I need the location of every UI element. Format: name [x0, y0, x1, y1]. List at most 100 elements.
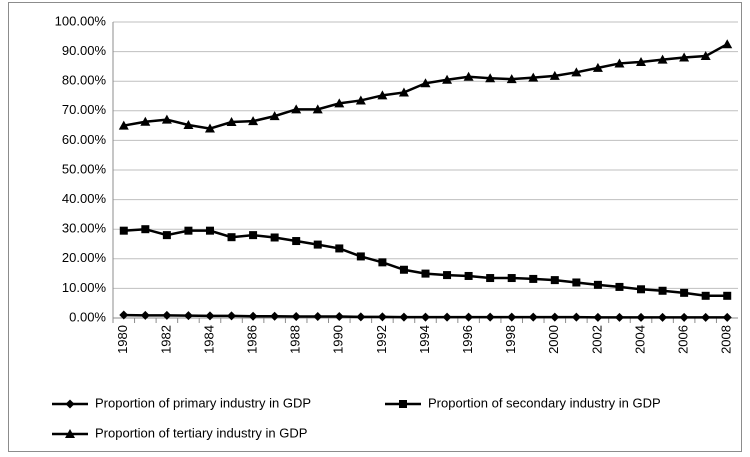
y-tick-label: 30.00% — [62, 221, 107, 236]
marker-triangle — [420, 78, 431, 88]
x-tick-label: 1986 — [245, 325, 260, 354]
y-tick-label: 90.00% — [62, 43, 107, 58]
marker-square — [378, 258, 387, 267]
marker-square — [615, 282, 624, 291]
marker-square — [464, 271, 473, 280]
marker-triangle — [398, 87, 409, 97]
marker-triangle — [226, 117, 237, 127]
marker-square — [249, 231, 258, 240]
marker-triangle — [183, 120, 194, 130]
marker-square — [399, 400, 407, 408]
marker-triangle — [528, 72, 539, 82]
y-tick-label: 50.00% — [62, 161, 107, 176]
marker-diamond — [356, 312, 366, 322]
marker-square — [184, 226, 193, 235]
marker-diamond — [183, 311, 193, 321]
marker-diamond — [399, 312, 409, 322]
marker-diamond — [421, 312, 430, 322]
legend-label: Proportion of secondary industry in GDP — [428, 395, 661, 410]
marker-square — [507, 274, 516, 283]
x-tick-label: 1988 — [288, 325, 303, 354]
marker-square — [421, 269, 430, 278]
marker-triangle — [636, 56, 647, 66]
marker-triangle — [442, 74, 453, 84]
marker-square — [723, 291, 732, 300]
marker-triangle — [463, 71, 474, 81]
marker-square — [572, 278, 581, 287]
marker-diamond — [248, 311, 258, 321]
marker-diamond — [442, 312, 452, 322]
marker-triangle — [485, 73, 496, 83]
marker-triangle — [248, 116, 259, 126]
marker-diamond — [614, 312, 624, 322]
marker-triangle — [118, 120, 129, 130]
y-tick-label: 20.00% — [62, 250, 107, 265]
x-tick-label: 1982 — [158, 325, 173, 354]
marker-square — [443, 271, 452, 280]
marker-triangle — [571, 67, 582, 77]
marker-diamond — [528, 312, 538, 322]
y-tick-label: 10.00% — [62, 280, 107, 295]
marker-square — [141, 225, 150, 234]
marker-diamond — [636, 312, 646, 322]
marker-square — [399, 265, 408, 274]
x-tick-label: 1980 — [115, 325, 130, 354]
y-tick-label: 0.00% — [69, 309, 106, 324]
marker-triangle — [377, 90, 388, 100]
marker-square — [593, 280, 602, 289]
marker-diamond — [722, 312, 732, 322]
marker-diamond — [571, 312, 581, 322]
marker-diamond — [162, 310, 172, 320]
x-tick-label: 1990 — [331, 325, 346, 354]
y-tick-label: 70.00% — [62, 102, 107, 117]
marker-square — [356, 252, 365, 261]
marker-square — [658, 286, 667, 295]
legend-label: Proportion of tertiary industry in GDP — [95, 425, 307, 440]
marker-triangle — [549, 70, 560, 80]
marker-square — [162, 231, 171, 240]
marker-square — [270, 233, 279, 242]
marker-square — [680, 288, 689, 297]
marker-square — [205, 226, 214, 235]
marker-diamond — [291, 312, 301, 322]
marker-square — [119, 226, 128, 235]
legend-label: Proportion of primary industry in GDP — [95, 395, 311, 410]
marker-diamond — [227, 311, 237, 321]
marker-triangle — [269, 111, 280, 121]
marker-triangle — [506, 74, 517, 84]
marker-square — [313, 240, 322, 249]
marker-square — [292, 237, 301, 246]
marker-triangle — [334, 98, 345, 108]
x-tick-label: 2002 — [589, 325, 604, 354]
y-tick-label: 40.00% — [62, 191, 107, 206]
x-tick-label: 1992 — [374, 325, 389, 354]
x-tick-label: 1996 — [460, 325, 475, 354]
marker-square — [550, 276, 559, 285]
marker-triangle — [679, 52, 690, 62]
marker-triangle — [140, 116, 151, 126]
marker-triangle — [700, 51, 711, 61]
x-tick-label: 1984 — [201, 325, 216, 354]
marker-square — [529, 274, 538, 283]
x-tick-label: 2004 — [632, 325, 647, 354]
marker-diamond — [140, 310, 150, 320]
marker-diamond — [65, 399, 75, 409]
y-tick-label: 100.00% — [55, 13, 107, 28]
marker-triangle — [161, 114, 172, 124]
series-line — [123, 227, 728, 298]
marker-diamond — [313, 312, 323, 322]
marker-triangle — [204, 123, 215, 133]
chart-border — [8, 2, 742, 452]
x-tick-label: 2006 — [676, 325, 691, 354]
marker-diamond — [679, 312, 689, 322]
marker-triangle — [312, 104, 323, 114]
marker-triangle — [65, 429, 75, 438]
marker-diamond — [377, 312, 387, 322]
x-tick-label: 1994 — [417, 325, 432, 354]
y-tick-label: 60.00% — [62, 132, 107, 147]
marker-triangle — [291, 104, 302, 114]
marker-diamond — [658, 312, 668, 322]
marker-diamond — [205, 311, 215, 321]
marker-triangle — [614, 58, 625, 68]
